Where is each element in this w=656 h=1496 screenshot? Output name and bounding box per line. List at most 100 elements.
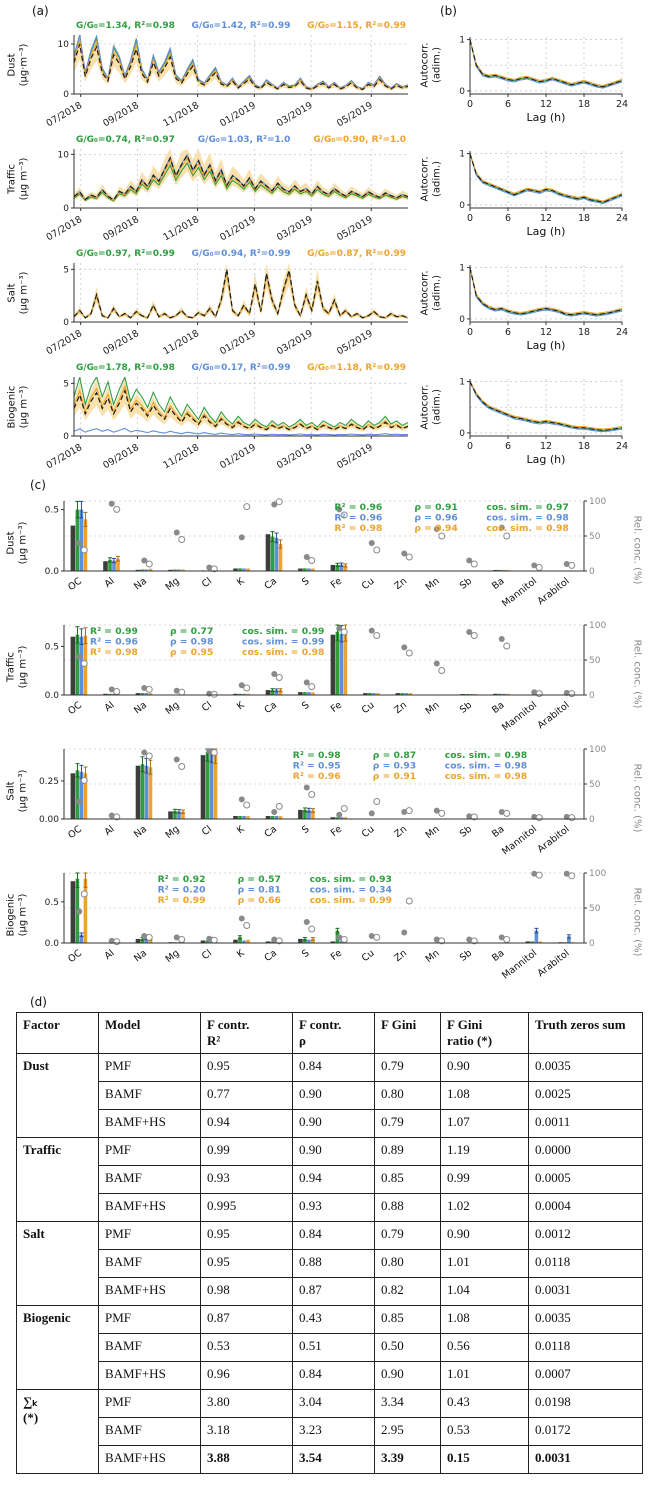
table-row: BAMF 0.77 0.90 0.80 1.08 0.0025 [17, 1081, 643, 1110]
species-tick-label: Al [103, 700, 117, 714]
value-cell: 0.85 [374, 1305, 441, 1334]
svg-text:24: 24 [616, 327, 628, 338]
blue-bar [79, 934, 84, 943]
species-tick-label: Ca [262, 948, 279, 964]
species-tick-label: Cl [200, 824, 214, 838]
value-cell: 3.88 [200, 1445, 293, 1474]
truth-bar [70, 881, 76, 943]
species-tick-label: Ba [490, 576, 506, 592]
rel-conc-open-dot [535, 564, 543, 571]
factor-cell: Dust [16, 1053, 99, 1138]
orange-model-line [469, 39, 623, 87]
blue-bar [177, 569, 181, 571]
rel-conc-open-dot [470, 560, 478, 568]
truth-bar [70, 525, 76, 571]
table-row: ∑ₖ (*) PMF 3.80 3.04 3.34 0.43 0.0198 [16, 1389, 643, 1474]
rel-conc-open-dot [243, 801, 251, 809]
bar-chart-row-salt: Salt (µg m⁻³) OC Al Na Mg Cl K Ca S Fe Cu Zn Mn Sb Ba M… [2, 743, 654, 867]
rel-conc-dot [531, 870, 538, 877]
orange-model-line [469, 381, 623, 430]
factor-name: Salt [6, 283, 18, 303]
blue-bar [339, 564, 344, 571]
y-axis-label: Dust (µg m⁻³) [2, 495, 32, 591]
green-bar [140, 569, 145, 571]
species-tick-label: Fe [329, 576, 344, 591]
rel-conc-dot [433, 936, 440, 943]
species-tick-label: Zn [392, 948, 409, 964]
factor-name: Salt [5, 781, 17, 801]
stat-annotation-orange: cos. sim. = 0.98 [486, 523, 568, 534]
green-bar [238, 568, 242, 571]
value-cell: 0.90 [292, 1137, 375, 1166]
truth-line [74, 269, 408, 319]
value-cell: 0.0007 [528, 1361, 643, 1390]
table-row: BAMF+HS 3.88 3.54 3.39 0.15 0.0031 [17, 1445, 643, 1474]
rel-conc-open-dot [275, 674, 283, 681]
rel-conc-dot [271, 936, 278, 943]
right-axis-label: Rel. conc. (%) [631, 887, 643, 957]
orange-bar [376, 693, 380, 695]
svg-text:1: 1 [459, 36, 465, 46]
species-tick-label: Cu [360, 824, 377, 840]
svg-text:24: 24 [616, 99, 628, 110]
green-bar [238, 693, 242, 695]
rel-conc-dot [433, 526, 440, 532]
green-bar [270, 690, 275, 695]
rel-conc-open-dot [308, 925, 316, 933]
svg-text:12: 12 [540, 99, 552, 110]
value-cell: 0.0118 [528, 1333, 643, 1362]
rel-conc-dot [173, 934, 180, 941]
autocorrelation-chart: 0 1 0 6 12 18 24 Lag (h) [459, 36, 628, 124]
stat-annotation-blue: ρ = 0.93 [373, 761, 416, 772]
blue-bar [112, 693, 116, 695]
rel-conc-open-dot [503, 532, 511, 540]
stat-annotation-green: cos. sim. = 0.99 [242, 626, 324, 637]
stat-annotation-green: cos. sim. = 0.93 [310, 874, 392, 885]
svg-text:10: 10 [58, 40, 70, 50]
stat-annotation-orange: R² = 0.98 [334, 523, 382, 534]
autocorr-unit: (adim.) [431, 47, 442, 83]
rel-conc-dot [173, 687, 180, 694]
value-cell: 1.07 [440, 1109, 529, 1138]
species-tick-label: Arabitol [536, 576, 572, 607]
model-cell: BAMF [98, 1417, 201, 1446]
stat-annotation-blue: R² = 0.96 [334, 513, 382, 524]
svg-text:0.0: 0.0 [45, 939, 60, 949]
fit-annotations: G/G₀=0.74, R²=0.97 G/G₀=1.03, R²=1.0 G/G₀=… [76, 134, 406, 146]
value-cell: 0.85 [374, 1165, 441, 1194]
value-cell: 0.0004 [528, 1193, 643, 1222]
species-tick-label: Ca [262, 576, 279, 592]
value-cell: 0.995 [200, 1193, 293, 1222]
rel-conc-open-dot [568, 690, 576, 698]
stat-annotation-blue: ρ = 0.98 [170, 637, 213, 648]
green-bar [173, 811, 177, 819]
rel-conc-open-dot [210, 690, 218, 698]
table-header-cell: Model [98, 1012, 201, 1054]
svg-text:100: 100 [589, 621, 606, 631]
fit-stat-blue: G/G₀=1.03, R²=1.0 [197, 135, 291, 145]
stat-annotation-orange: cos. sim. = 0.98 [242, 647, 324, 658]
truth-bar [330, 564, 336, 571]
species-tick-label: Cu [360, 948, 377, 964]
species-tick-label: Zn [392, 700, 409, 716]
fit-annotations: G/G₀=0.97, R²=0.99 G/G₀=0.94, R²=0.99 G/G₀… [76, 248, 406, 260]
truth-line [469, 153, 623, 203]
species-tick-label: Arabitol [536, 948, 572, 979]
blue-model-line [74, 427, 408, 436]
svg-text:0: 0 [63, 318, 69, 328]
blue-bar [339, 633, 344, 696]
orange-bar [181, 811, 185, 819]
species-tick-label: Sb [458, 576, 474, 592]
green-bar [303, 809, 307, 819]
factor-name: Biogenic [6, 385, 18, 429]
bar-chart-row-biogenic: Biogenic (µg m⁻³) OC Al Na Mg Cl K Ca S Fe Cu Zn Mn S… [2, 867, 654, 991]
timeseries-row-salt: G/G₀=0.97, R²=0.99 G/G₀=0.94, R²=0.99 G/G₀… [2, 248, 654, 360]
value-cell: 1.19 [440, 1137, 529, 1166]
svg-text:0: 0 [63, 90, 69, 100]
value-cell: 0.43 [440, 1389, 529, 1418]
orange-bar [343, 817, 348, 819]
green-bar [75, 634, 80, 695]
truth-bar [265, 690, 271, 695]
y-axis-label: Salt (µg m⁻³) [2, 260, 34, 326]
rel-conc-dot [108, 812, 115, 819]
